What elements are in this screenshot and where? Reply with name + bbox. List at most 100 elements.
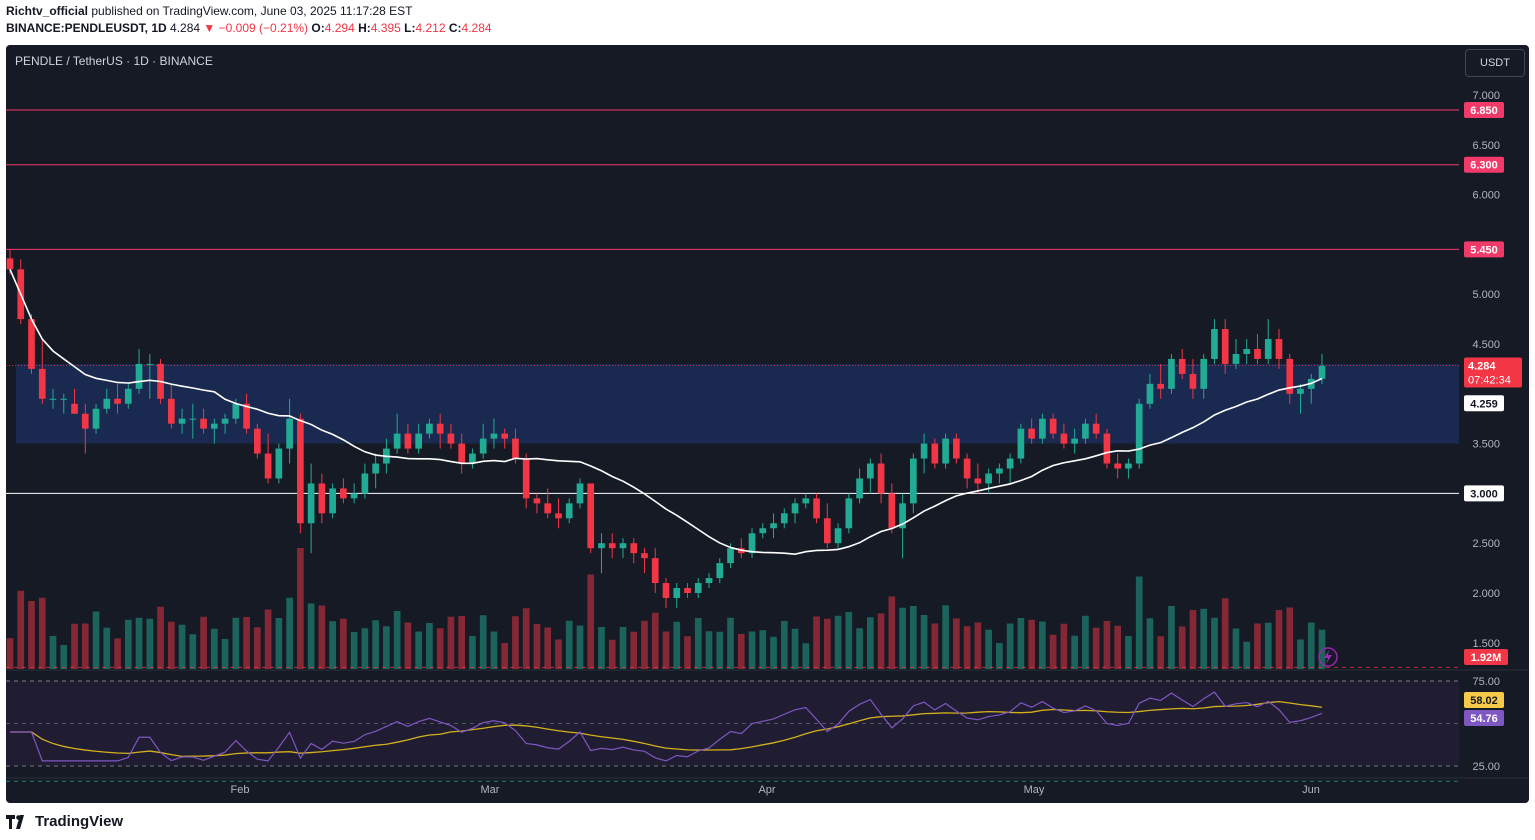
volume-bar (178, 624, 186, 669)
volume-bar (845, 612, 853, 669)
candle-body (1028, 428, 1035, 439)
candle-body (124, 388, 132, 404)
candle-body (845, 498, 853, 529)
volume-bar (329, 621, 336, 669)
candle-body (372, 463, 379, 474)
candle-body (135, 363, 143, 389)
candle-body (1039, 418, 1046, 439)
countdown-label: 07:42:34 (1468, 375, 1511, 387)
volume-bar (200, 616, 207, 669)
price-axis-label: 1.500 (1472, 638, 1500, 650)
volume-bar (264, 609, 272, 669)
candle-body (823, 518, 831, 544)
volume-bar (124, 619, 132, 669)
candle-body (393, 433, 401, 449)
chart-frame[interactable]: 7.000 6.500 6.000 5.000 4.500 3.500 2.500 2.000… (6, 45, 1529, 803)
candle-body (297, 418, 304, 524)
volume-bar (748, 631, 756, 669)
volume-bar (1232, 628, 1240, 669)
volume-bar (1017, 618, 1025, 669)
volume-bar (522, 608, 530, 669)
volume-bar (1275, 610, 1283, 669)
candle-body (479, 438, 487, 454)
candle-body (1243, 348, 1251, 354)
candle-body (996, 468, 1003, 474)
volume-bar (479, 615, 487, 669)
volume-bar (393, 611, 401, 669)
volume-bar (81, 623, 89, 669)
volume-bar (1178, 626, 1186, 669)
volume-bar (372, 620, 379, 669)
time-axis-label: Feb (231, 784, 250, 796)
volume-bar (727, 617, 734, 669)
volume-bar (823, 618, 831, 669)
candle-body (1125, 463, 1132, 469)
candle-body (426, 423, 433, 434)
volume-bar (469, 636, 476, 669)
volume-bar (1200, 608, 1208, 669)
volume-bar (340, 618, 347, 669)
volume-bar (1307, 622, 1315, 669)
candle-body (404, 433, 412, 449)
volume-bar (103, 627, 111, 669)
candle-body (974, 478, 982, 484)
volume-bar (6, 638, 14, 669)
volume-bar (71, 623, 78, 669)
time-axis-label: Mar (481, 784, 500, 796)
volume-bar (608, 639, 616, 669)
price-axis-label: 4.500 (1472, 339, 1500, 351)
candle-body (447, 433, 455, 444)
volume-bar (587, 574, 595, 669)
candle-body (103, 398, 111, 409)
candle-body (415, 433, 422, 449)
candle-body (587, 483, 595, 549)
volume-bar (974, 622, 982, 669)
candle-body (264, 453, 272, 479)
candle-body (630, 543, 638, 554)
candle-body (608, 543, 616, 549)
candle-body (286, 418, 293, 449)
candle-body (60, 398, 68, 400)
volume-bar (490, 631, 498, 669)
volume-bar (544, 627, 552, 669)
volume-bar (931, 623, 939, 669)
volume-bar (458, 616, 466, 669)
candle-body (81, 413, 89, 429)
candle-body (985, 473, 992, 484)
candle-body (899, 503, 906, 529)
candle-body (28, 319, 35, 369)
volume-bar (167, 621, 175, 669)
candle-body (641, 553, 648, 559)
candle-body (1286, 358, 1294, 394)
volume-bar (1049, 634, 1057, 669)
candle-body (436, 423, 444, 434)
candle-body (340, 488, 347, 499)
candle-body (469, 453, 476, 464)
time-axis-label: Jun (1302, 784, 1320, 796)
volume-bar (1028, 619, 1035, 669)
volume-bar (1114, 625, 1122, 669)
candle-body (1264, 339, 1272, 359)
volume-bar (684, 636, 691, 669)
candle-body (813, 498, 820, 519)
volume-bar (318, 605, 326, 669)
currency-button[interactable]: USDT (1465, 49, 1525, 77)
tradingview-logo[interactable]: TradingView (6, 813, 123, 830)
publish-line: Richtv_official published on TradingView… (6, 4, 413, 18)
volume-bar (877, 613, 885, 669)
volume-bar (802, 643, 810, 669)
author[interactable]: Richtv_official (6, 4, 89, 18)
volume-bar (651, 612, 659, 669)
candle-body (254, 428, 261, 454)
price-chart[interactable]: 7.000 6.500 6.000 5.000 4.500 3.500 2.500 2.000… (6, 45, 1529, 803)
candle-body (243, 403, 250, 429)
candle-body (619, 543, 627, 549)
volume-bar (953, 618, 960, 669)
candle-body (888, 493, 896, 529)
volume-bar (737, 634, 745, 669)
price-axis-label: 2.000 (1472, 588, 1500, 600)
volume-bar (856, 628, 863, 669)
lightning-bolt-icon (1324, 650, 1332, 664)
candle-body (544, 503, 552, 514)
candle-body (705, 578, 713, 584)
